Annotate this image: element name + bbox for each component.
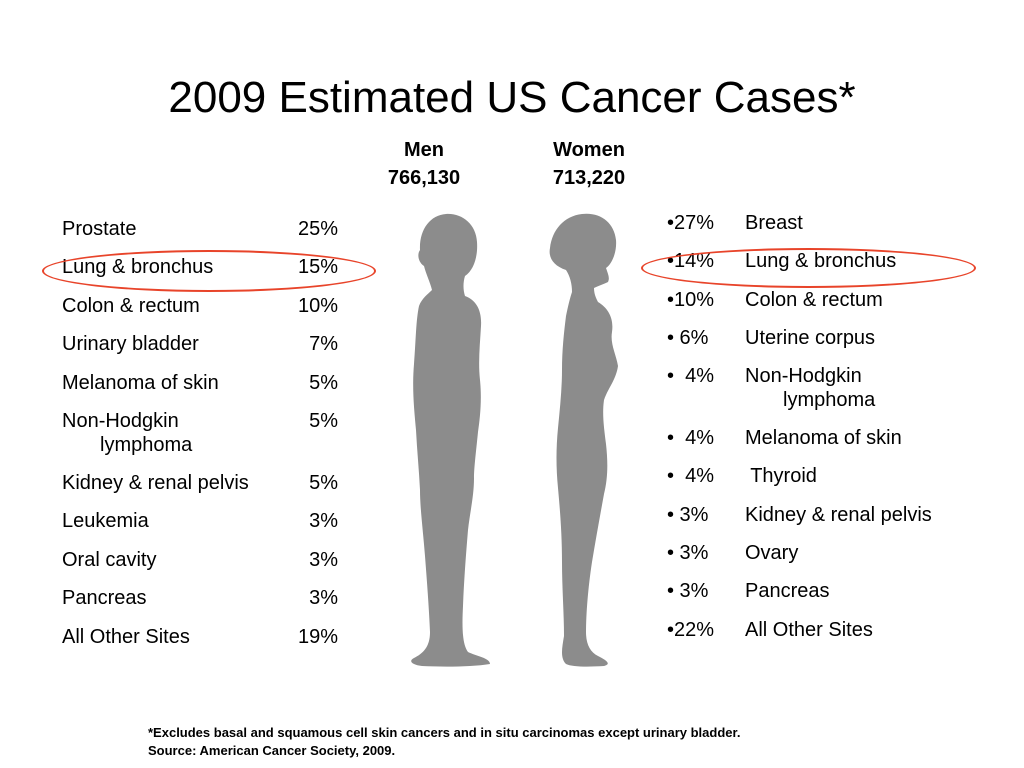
- list-item: Kidney & renal pelvis 5%: [62, 471, 342, 509]
- list-item: • 3% Pancreas: [667, 579, 997, 617]
- cancer-site: Urinary bladder: [62, 333, 199, 356]
- cancer-site: Leukemia: [62, 510, 149, 533]
- female-silhouette-icon: [542, 212, 632, 668]
- list-item: •22% All Other Sites: [667, 618, 997, 656]
- cancer-percentage: •22%: [667, 618, 715, 641]
- cancer-site: Breast: [745, 212, 803, 234]
- list-item: • 4% Non-Hodgkin lymphoma: [667, 364, 997, 426]
- women-total: 713,220: [552, 167, 626, 189]
- cancer-site: Kidney & renal pelvis: [62, 471, 249, 494]
- cancer-site: Prostate: [62, 218, 137, 240]
- cancer-percentage: • 4%: [667, 427, 715, 450]
- cancer-site: Non-Hodgkin lymphoma: [745, 364, 995, 412]
- list-item: All Other Sites 19%: [62, 625, 342, 663]
- cancer-percentage: 7%: [309, 333, 338, 356]
- women-lung-highlight-ellipse: [641, 248, 976, 288]
- list-item: Melanoma of skin 5%: [62, 371, 342, 409]
- cancer-percentage: 3%: [309, 587, 338, 610]
- cancer-site: Kidney & renal pelvis: [745, 503, 932, 526]
- cancer-site: Uterine corpus: [745, 326, 876, 349]
- cancer-site: Thyroid: [745, 465, 817, 488]
- list-item: •10% Colon & rectum: [667, 288, 997, 326]
- list-item: • 3% Ovary: [667, 541, 997, 579]
- cancer-site: Ovary: [745, 542, 799, 565]
- cancer-percentage: • 4%: [667, 465, 715, 488]
- cancer-site-line1: Non-Hodgkin: [62, 409, 179, 432]
- cancer-percentage: 3%: [309, 548, 338, 571]
- cancer-site-line2: lymphoma: [100, 433, 193, 456]
- men-lung-highlight-ellipse: [42, 250, 376, 292]
- cancer-percentage: •27%: [667, 212, 715, 234]
- page-title: 2009 Estimated US Cancer Cases*: [168, 73, 856, 122]
- list-item: Prostate 25%: [62, 217, 342, 255]
- footnote-exclusions: *Excludes basal and squamous cell skin c…: [148, 725, 741, 740]
- cancer-site: Colon & rectum: [62, 294, 200, 317]
- cancer-percentage: •10%: [667, 288, 715, 311]
- list-item: • 4% Thyroid: [667, 464, 997, 502]
- cancer-percentage: • 3%: [667, 580, 709, 603]
- list-item: •27% Breast: [667, 211, 997, 249]
- men-column-header: Men 766,130: [359, 136, 489, 192]
- cancer-site-line2: lymphoma: [783, 389, 876, 412]
- list-item: • 6% Uterine corpus: [667, 326, 997, 364]
- list-item: Non-Hodgkin lymphoma 5%: [62, 409, 342, 471]
- cancer-site-line1: Non-Hodgkin: [745, 365, 862, 388]
- men-label: Men: [404, 139, 444, 161]
- cancer-site: Melanoma of skin: [62, 371, 219, 394]
- cancer-site: Colon & rectum: [745, 288, 883, 311]
- cancer-site: Pancreas: [62, 587, 147, 610]
- women-column-header: Women 713,220: [524, 136, 654, 192]
- cancer-percentage: • 6%: [667, 326, 709, 349]
- cancer-percentage: 5%: [309, 471, 338, 494]
- cancer-percentage: 3%: [309, 510, 338, 533]
- cancer-percentage: 5%: [309, 409, 338, 432]
- cancer-site: Non-Hodgkin lymphoma: [62, 409, 292, 457]
- cancer-percentage: • 4%: [667, 365, 715, 388]
- list-item: Colon & rectum 10%: [62, 294, 342, 332]
- list-item: • 4% Melanoma of skin: [667, 426, 997, 464]
- women-label: Women: [553, 139, 625, 161]
- list-item: Oral cavity 3%: [62, 548, 342, 586]
- cancer-site: Oral cavity: [62, 548, 157, 571]
- cancer-site: All Other Sites: [62, 625, 190, 648]
- cancer-percentage: 25%: [297, 218, 338, 240]
- cancer-site: Pancreas: [745, 580, 830, 603]
- cancer-percentage: 5%: [309, 371, 338, 394]
- cancer-percentage: 10%: [297, 294, 338, 317]
- list-item: Urinary bladder 7%: [62, 332, 342, 370]
- male-silhouette-icon: [402, 212, 492, 668]
- cancer-site: Melanoma of skin: [745, 427, 902, 450]
- list-item: Leukemia 3%: [62, 509, 342, 547]
- footnote-source: Source: American Cancer Society, 2009.: [148, 743, 396, 758]
- list-item: • 3% Kidney & renal pelvis: [667, 503, 997, 541]
- cancer-site: All Other Sites: [745, 618, 873, 641]
- cancer-percentage: 19%: [297, 625, 338, 648]
- cancer-percentage: • 3%: [667, 503, 709, 526]
- list-item: Pancreas 3%: [62, 586, 342, 624]
- men-total: 766,130: [387, 167, 461, 189]
- footnote: *Excludes basal and squamous cell skin c…: [148, 724, 740, 760]
- cancer-percentage: • 3%: [667, 542, 709, 565]
